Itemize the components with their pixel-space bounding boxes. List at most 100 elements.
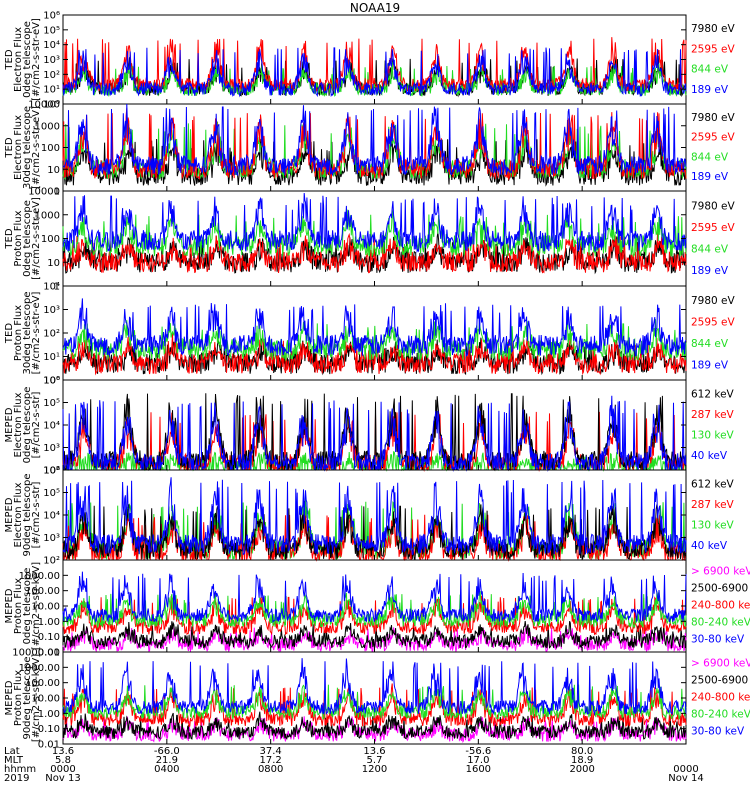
ytick-label-6-4: 100.00 bbox=[25, 586, 60, 597]
ytick-label-6-0: 0.01 bbox=[38, 648, 60, 659]
ytick-label-1-3: 1000 bbox=[35, 121, 60, 132]
xlabel-1-5: 18.9 bbox=[571, 755, 593, 766]
ylabel-1-1: Electron Flux bbox=[13, 115, 24, 180]
ytick-label-0-2: 10² bbox=[43, 70, 60, 81]
legend-item-6-2: 240-800 keV bbox=[691, 600, 750, 612]
ytick-label-7-1: 0.10 bbox=[38, 724, 60, 735]
ytick-label-5-0: 10² bbox=[43, 556, 60, 567]
series-line-7-4 bbox=[62, 658, 687, 716]
ytick-label-0-6: 10⁶ bbox=[43, 11, 60, 22]
ytick-label-0-5: 10⁵ bbox=[43, 25, 60, 36]
series-line-7-3 bbox=[62, 681, 687, 721]
ytick-label-7-6: 10000.00 bbox=[12, 648, 60, 659]
legend-item-5-3: 40 keV bbox=[691, 540, 728, 552]
legend-item-3-2: 844 eV bbox=[691, 338, 729, 350]
ylabel-6-2: 0deg telescope bbox=[22, 568, 33, 645]
ytick-label-2-2: 100 bbox=[41, 234, 60, 245]
ytick-label-5-3: 10⁵ bbox=[43, 488, 60, 499]
ytick-label-0-0: 10⁰ bbox=[43, 100, 60, 111]
ylabel-4-3: [#/cm2-s-str] bbox=[31, 391, 42, 458]
legend-item-4-0: 612 keV bbox=[691, 388, 735, 400]
xlabel-2-1: 0400 bbox=[154, 764, 179, 775]
ytick-label-7-0: 0.01 bbox=[38, 740, 60, 751]
series-line-1-2 bbox=[62, 108, 687, 181]
ylabel-6-3: [#/cm2-s-str-keV] bbox=[31, 562, 42, 650]
ylabel-4-2: 0deg telescope bbox=[22, 387, 33, 464]
ytick-label-1-2: 100 bbox=[41, 143, 60, 154]
xlabel-2-4: 1600 bbox=[466, 764, 491, 775]
ylabel-2-2: 0deg telescope bbox=[22, 200, 33, 277]
series-line-0-3 bbox=[62, 47, 687, 98]
ylabel-5-3: [#/cm2-s-str] bbox=[31, 481, 42, 548]
ytick-label-5-2: 10⁴ bbox=[43, 511, 60, 522]
ylabel-7-1: Proton Flux bbox=[13, 670, 24, 726]
series-line-2-1 bbox=[62, 231, 687, 274]
legend-item-4-3: 40 keV bbox=[691, 450, 728, 462]
ylabel-1-2: 30deg telescope bbox=[22, 106, 33, 189]
legend-item-2-0: 7980 eV bbox=[691, 200, 736, 212]
series-line-6-1 bbox=[62, 620, 687, 650]
ytick-label-2-0: 1 bbox=[54, 282, 60, 293]
legend-item-6-3: 80-240 keV bbox=[691, 617, 750, 629]
ylabel-4-0: MEPED bbox=[4, 407, 15, 442]
xrow-label-2: hhmm bbox=[4, 764, 36, 775]
legend-item-3-3: 189 eV bbox=[691, 359, 729, 371]
xlabel-1-4: 17.0 bbox=[467, 755, 489, 766]
series-line-5-3 bbox=[62, 477, 687, 556]
xlabel-1-3: 5.7 bbox=[367, 755, 383, 766]
xlabel-2-0: 0000 bbox=[50, 764, 75, 775]
series-line-7-2 bbox=[62, 683, 687, 728]
legend-item-1-2: 844 eV bbox=[691, 151, 729, 163]
ytick-label-1-1: 10 bbox=[47, 165, 60, 176]
legend-item-2-1: 2595 eV bbox=[691, 222, 736, 234]
legend-item-6-0: > 6900 keV bbox=[691, 565, 750, 577]
xlabel-3-0: Nov 13 bbox=[45, 773, 80, 784]
ylabel-2-3: [#/cm2-s-str-eV] bbox=[31, 197, 42, 280]
ylabel-5-0: MEPED bbox=[4, 497, 15, 532]
ylabel-0-2: 0deg telescope bbox=[22, 21, 33, 98]
ytick-label-4-4: 10⁶ bbox=[43, 376, 60, 387]
ylabel-3-2: 30deg telescope bbox=[22, 291, 33, 374]
xlabel-3-6: Nov 14 bbox=[668, 773, 703, 784]
ylabel-5-2: 90deg telescope bbox=[22, 473, 33, 556]
ytick-label-3-0: 10⁰ bbox=[43, 376, 60, 387]
ytick-label-6-3: 10.00 bbox=[31, 602, 60, 613]
series-line-3-3 bbox=[62, 298, 687, 358]
series-line-4-3 bbox=[62, 395, 687, 472]
legend-item-0-3: 189 eV bbox=[691, 84, 729, 96]
legend-item-7-4: 30-80 keV bbox=[691, 726, 745, 738]
series-line-7-1 bbox=[62, 711, 687, 741]
legend-item-7-0: > 6900 keV bbox=[691, 657, 750, 669]
ytick-label-2-1: 10 bbox=[47, 258, 60, 269]
ylabel-3-0: TED bbox=[4, 323, 15, 344]
xlabel-0-5: 80.0 bbox=[571, 746, 593, 757]
xlabel-1-0: 5.8 bbox=[55, 755, 71, 766]
ytick-label-3-1: 10¹ bbox=[43, 352, 60, 363]
ytick-label-2-4: 10000 bbox=[28, 187, 60, 198]
series-line-6-4 bbox=[62, 571, 687, 624]
ytick-label-6-5: 1000.00 bbox=[19, 571, 60, 582]
ytick-label-7-2: 1.00 bbox=[38, 709, 60, 720]
legend-item-2-2: 844 eV bbox=[691, 244, 729, 256]
ylabel-7-0: MEPED bbox=[4, 680, 15, 715]
xlabel-1-1: 21.9 bbox=[156, 755, 178, 766]
legend-item-1-0: 7980 eV bbox=[691, 112, 736, 124]
chart-title: NOAA19 bbox=[349, 1, 401, 15]
legend-item-6-4: 30-80 keV bbox=[691, 634, 745, 646]
ylabel-7-2: 90deg telescope bbox=[22, 656, 33, 739]
legend-item-1-3: 189 eV bbox=[691, 171, 729, 183]
ylabel-6-1: Proton Flux bbox=[13, 578, 24, 634]
ylabel-3-1: Proton Flux bbox=[13, 305, 24, 361]
ytick-label-7-3: 10.00 bbox=[31, 694, 60, 705]
xlabel-2-2: 0800 bbox=[258, 764, 283, 775]
xlabel-2-3: 1200 bbox=[362, 764, 387, 775]
legend-item-0-0: 7980 eV bbox=[691, 23, 736, 35]
ytick-label-1-4: 10000 bbox=[28, 100, 60, 111]
xrow-label-3: 2019 bbox=[4, 773, 29, 784]
ytick-label-7-5: 1000.00 bbox=[19, 663, 60, 674]
xlabel-0-4: -56.6 bbox=[465, 746, 491, 757]
ytick-label-0-4: 10⁴ bbox=[43, 40, 60, 51]
legend-item-5-2: 130 keV bbox=[691, 519, 735, 531]
legend-item-4-2: 130 keV bbox=[691, 429, 735, 441]
